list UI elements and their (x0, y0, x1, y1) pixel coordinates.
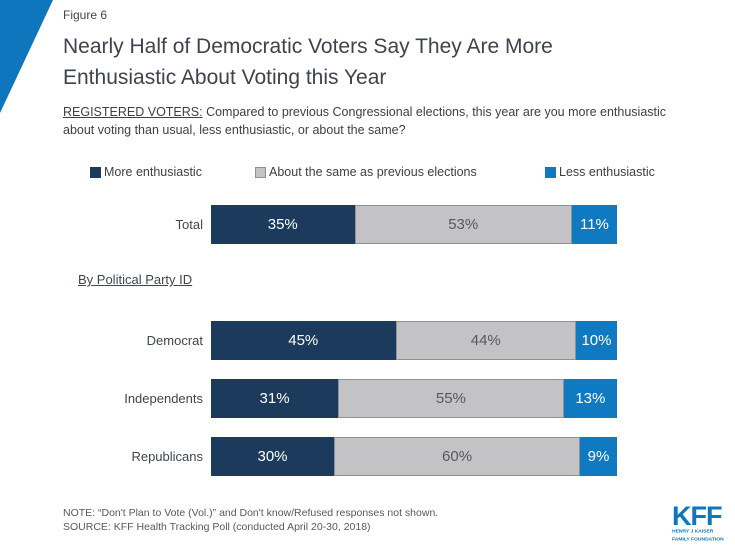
chart-title-line1: Nearly Half of Democratic Voters Say The… (63, 35, 553, 58)
chart-title-line2: Enthusiastic About Voting this Year (63, 66, 387, 89)
chart-title: Nearly Half of Democratic Voters Say The… (63, 31, 713, 93)
category-label-democrat: Democrat (146, 333, 203, 348)
group-header-party-id: By Political Party ID (78, 272, 193, 287)
footnotes: NOTE: “Don't Plan to Vote (Vol.)” and Do… (63, 506, 438, 534)
kff-logo-text: KFF (672, 501, 722, 531)
category-label-total: Total (175, 217, 203, 232)
legend-label: About the same as previous elections (269, 165, 477, 179)
kff-logo-tagline-line1: HENRY J KAISER (672, 528, 714, 534)
legend-swatch-less-enthusiastic (545, 166, 556, 178)
category-label-independents: Independents (124, 391, 203, 406)
bar-segment-1-democrat: 44% (395, 321, 576, 360)
kff-logo: KFF HENRY J KAISER FAMILY FOUNDATION (672, 503, 732, 545)
bar-segment-2-independents: 13% (563, 379, 617, 418)
legend-label: More enthusiastic (104, 165, 202, 179)
bar-segment-2-republicans: 9% (580, 437, 617, 476)
stacked-bar-total: 35% 53% 11% (211, 205, 617, 244)
bar-segment-2-total: 11% (571, 205, 617, 244)
legend-item-more-enthusiastic: More enthusiastic (90, 165, 202, 179)
subtitle-rest: Compared to previous Congressional elect… (63, 105, 667, 137)
legend-label: Less enthusiastic (559, 165, 655, 179)
source-text: SOURCE: KFF Health Tracking Poll (conduc… (63, 521, 371, 533)
subtitle-prefix: REGISTERED VOTERS: (63, 105, 203, 119)
chart-subtitle: REGISTERED VOTERS: Compared to previous … (63, 103, 678, 139)
legend-swatch-more-enthusiastic (90, 166, 101, 178)
stacked-bar-independents: 31% 55% 13% (211, 379, 617, 418)
legend-swatch-about-the-same (255, 166, 266, 178)
bar-segment-1-total: 53% (354, 205, 572, 244)
bar-segment-1-independents: 55% (338, 379, 564, 418)
stacked-bar-republicans: 30% 60% 9% (211, 437, 617, 476)
figure-label: Figure 6 (63, 8, 108, 22)
kff-logo-tagline-line2: FAMILY FOUNDATION (672, 536, 724, 542)
legend-item-about-the-same: About the same as previous elections (255, 165, 477, 179)
bar-segment-2-democrat: 10% (575, 321, 617, 360)
bar-segment-0-total: 35% (211, 205, 355, 244)
bar-segment-0-democrat: 45% (211, 321, 396, 360)
legend-item-less-enthusiastic: Less enthusiastic (545, 165, 655, 179)
bar-segment-0-republicans: 30% (211, 437, 335, 476)
stacked-bar-democrat: 45% 44% 10% (211, 321, 617, 360)
category-label-republicans: Republicans (131, 449, 203, 464)
brand-corner-triangle (0, 0, 53, 113)
note-text: NOTE: “Don't Plan to Vote (Vol.)” and Do… (63, 507, 439, 519)
bar-segment-1-republicans: 60% (334, 437, 581, 476)
bar-segment-0-independents: 31% (211, 379, 339, 418)
